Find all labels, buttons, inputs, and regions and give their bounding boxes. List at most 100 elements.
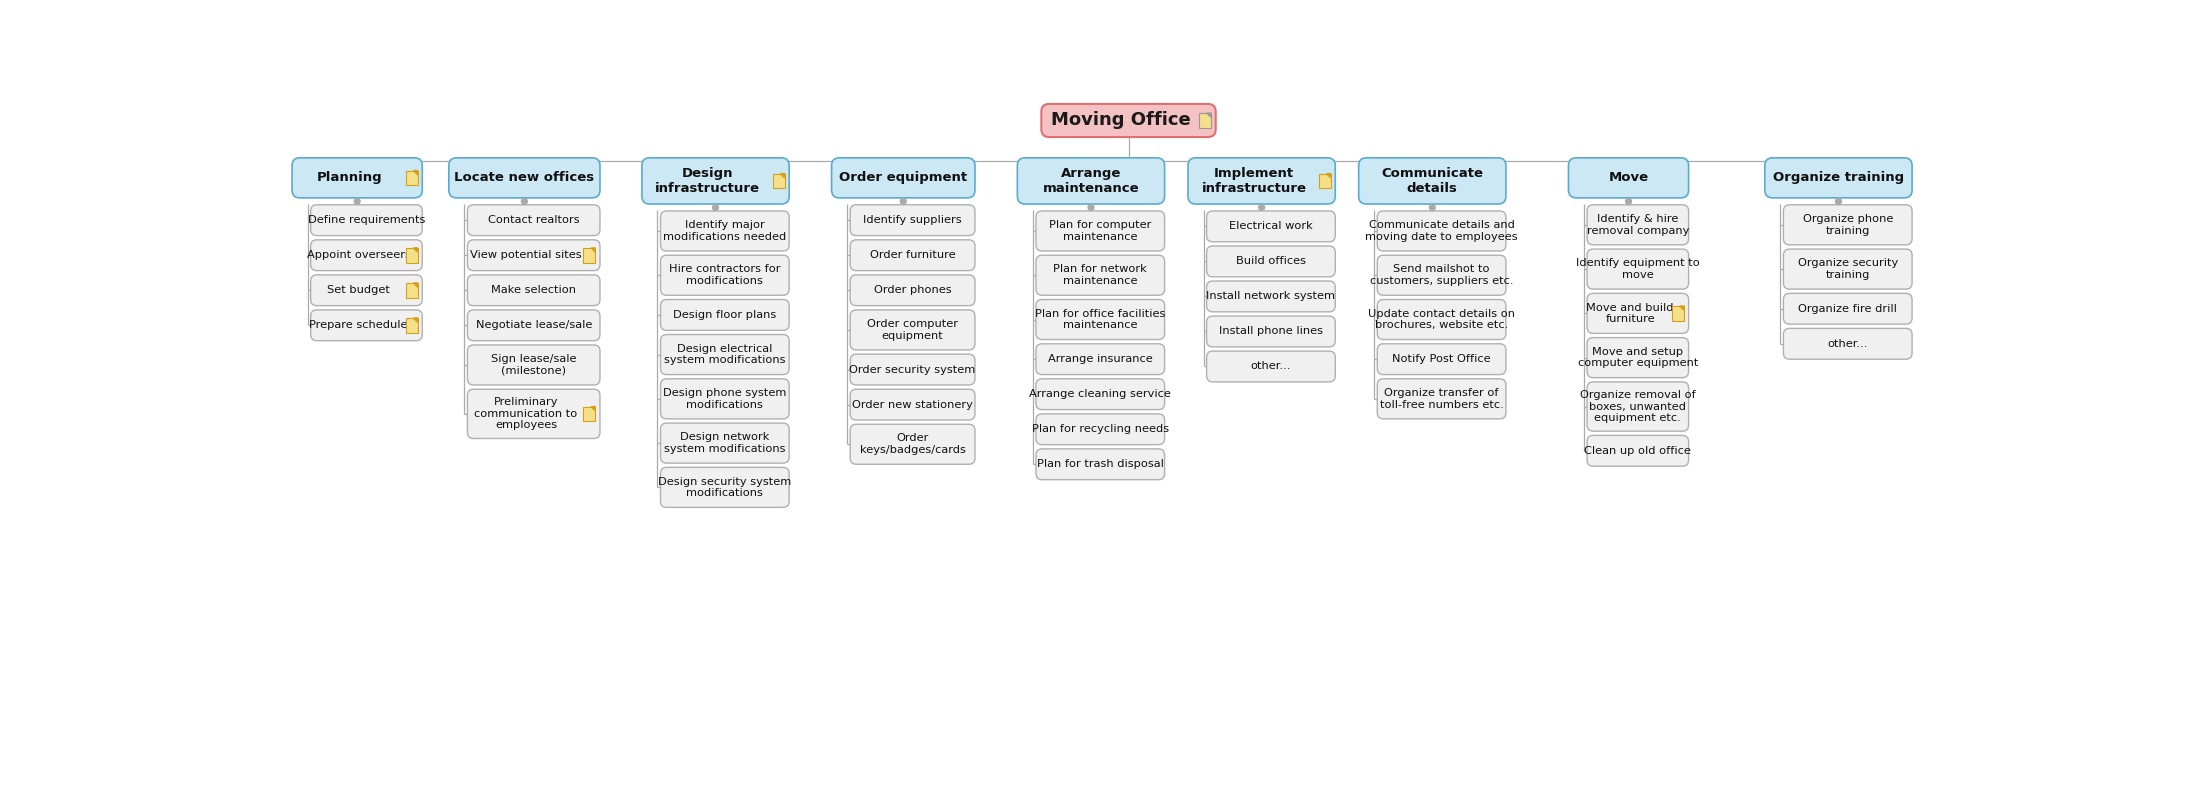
- Text: Locate new offices: Locate new offices: [454, 171, 595, 185]
- Text: Moving Office: Moving Office: [1050, 111, 1191, 129]
- Polygon shape: [414, 283, 418, 287]
- FancyBboxPatch shape: [584, 248, 595, 263]
- Text: Order security system: Order security system: [850, 365, 975, 375]
- Text: Communicate
details: Communicate details: [1381, 167, 1484, 195]
- Text: Identify & hire
removal company: Identify & hire removal company: [1588, 214, 1689, 236]
- Circle shape: [1260, 204, 1264, 211]
- Text: Contact realtors: Contact realtors: [489, 215, 579, 225]
- Text: Plan for recycling needs: Plan for recycling needs: [1033, 424, 1169, 434]
- FancyBboxPatch shape: [1017, 158, 1165, 204]
- Text: Negotiate lease/sale: Negotiate lease/sale: [476, 320, 592, 331]
- Text: Send mailshot to
customers, suppliers etc.: Send mailshot to customers, suppliers et…: [1370, 264, 1513, 286]
- Circle shape: [1429, 204, 1436, 211]
- FancyBboxPatch shape: [1035, 344, 1165, 375]
- Text: Organize transfer of
toll-free numbers etc.: Organize transfer of toll-free numbers e…: [1381, 388, 1504, 409]
- FancyBboxPatch shape: [1319, 174, 1330, 189]
- Text: Update contact details on
brochures, website etc.: Update contact details on brochures, web…: [1367, 308, 1515, 331]
- Text: Move and build
furniture: Move and build furniture: [1585, 302, 1674, 324]
- FancyBboxPatch shape: [405, 318, 418, 333]
- Text: Move: Move: [1607, 171, 1649, 185]
- Text: Order furniture: Order furniture: [870, 250, 956, 260]
- FancyBboxPatch shape: [661, 335, 788, 375]
- FancyBboxPatch shape: [1359, 158, 1506, 204]
- Text: Design
infrastructure: Design infrastructure: [656, 167, 760, 195]
- FancyBboxPatch shape: [1207, 351, 1334, 382]
- Circle shape: [355, 198, 361, 204]
- Circle shape: [713, 204, 718, 211]
- Polygon shape: [414, 248, 418, 252]
- FancyBboxPatch shape: [643, 158, 788, 204]
- FancyBboxPatch shape: [1376, 379, 1506, 419]
- Polygon shape: [590, 248, 595, 252]
- Polygon shape: [780, 174, 784, 178]
- FancyBboxPatch shape: [1207, 316, 1334, 347]
- Circle shape: [1836, 198, 1841, 204]
- Text: Organize training: Organize training: [1773, 171, 1905, 185]
- Text: Planning: Planning: [317, 171, 383, 185]
- Circle shape: [901, 198, 907, 204]
- Text: Design floor plans: Design floor plans: [674, 310, 777, 320]
- Polygon shape: [1680, 306, 1685, 310]
- FancyBboxPatch shape: [1671, 306, 1685, 320]
- FancyBboxPatch shape: [405, 170, 418, 185]
- Text: Plan for computer
maintenance: Plan for computer maintenance: [1048, 220, 1152, 241]
- Text: Design electrical
system modifications: Design electrical system modifications: [665, 344, 786, 365]
- Circle shape: [522, 198, 526, 204]
- FancyBboxPatch shape: [850, 205, 975, 236]
- FancyBboxPatch shape: [449, 158, 599, 198]
- Text: Design phone system
modifications: Design phone system modifications: [663, 388, 786, 409]
- FancyBboxPatch shape: [661, 379, 788, 419]
- Text: Prepare schedule: Prepare schedule: [310, 320, 407, 331]
- Text: Identify suppliers: Identify suppliers: [863, 215, 962, 225]
- FancyBboxPatch shape: [1200, 113, 1211, 128]
- FancyBboxPatch shape: [293, 158, 423, 198]
- FancyBboxPatch shape: [1035, 414, 1165, 445]
- FancyBboxPatch shape: [850, 310, 975, 350]
- Text: Install network system: Install network system: [1207, 291, 1334, 301]
- FancyBboxPatch shape: [661, 300, 788, 331]
- Text: Make selection: Make selection: [491, 286, 577, 295]
- FancyBboxPatch shape: [1588, 382, 1689, 431]
- Text: Sign lease/sale
(milestone): Sign lease/sale (milestone): [491, 354, 577, 376]
- FancyBboxPatch shape: [467, 205, 599, 236]
- FancyBboxPatch shape: [1588, 249, 1689, 289]
- Text: Move and setup
computer equipment: Move and setup computer equipment: [1577, 347, 1698, 368]
- FancyBboxPatch shape: [1035, 379, 1165, 409]
- FancyBboxPatch shape: [310, 205, 423, 236]
- Text: Arrange cleaning service: Arrange cleaning service: [1028, 389, 1171, 399]
- FancyBboxPatch shape: [850, 389, 975, 420]
- FancyBboxPatch shape: [1588, 205, 1689, 245]
- FancyBboxPatch shape: [584, 406, 595, 421]
- Text: Order phones: Order phones: [874, 286, 951, 295]
- FancyBboxPatch shape: [467, 345, 599, 385]
- FancyBboxPatch shape: [1207, 246, 1334, 277]
- FancyBboxPatch shape: [467, 310, 599, 341]
- Text: Implement
infrastructure: Implement infrastructure: [1202, 167, 1306, 195]
- Text: Arrange
maintenance: Arrange maintenance: [1044, 167, 1138, 195]
- Text: Organize removal of
boxes, unwanted
equipment etc.: Organize removal of boxes, unwanted equi…: [1581, 390, 1696, 423]
- FancyBboxPatch shape: [850, 424, 975, 464]
- FancyBboxPatch shape: [405, 283, 418, 297]
- FancyBboxPatch shape: [1189, 158, 1334, 204]
- Text: Organize security
training: Organize security training: [1797, 258, 1898, 280]
- Text: Preliminary
communication to
employees: Preliminary communication to employees: [473, 397, 577, 431]
- Polygon shape: [590, 406, 595, 411]
- Text: Communicate details and
moving date to employees: Communicate details and moving date to e…: [1365, 220, 1517, 241]
- Text: Set budget: Set budget: [328, 286, 390, 295]
- FancyBboxPatch shape: [832, 158, 975, 198]
- Polygon shape: [1326, 174, 1330, 178]
- FancyBboxPatch shape: [1588, 338, 1689, 378]
- FancyBboxPatch shape: [850, 275, 975, 305]
- FancyBboxPatch shape: [310, 275, 423, 305]
- Text: View potential sites: View potential sites: [471, 250, 581, 260]
- Text: Define requirements: Define requirements: [308, 215, 425, 225]
- FancyBboxPatch shape: [850, 354, 975, 385]
- Text: Order computer
equipment: Order computer equipment: [868, 319, 958, 341]
- FancyBboxPatch shape: [467, 240, 599, 271]
- Polygon shape: [414, 318, 418, 322]
- Text: Plan for trash disposal: Plan for trash disposal: [1037, 459, 1163, 469]
- Text: Design security system
modifications: Design security system modifications: [658, 477, 791, 498]
- Text: Electrical work: Electrical work: [1229, 222, 1312, 231]
- Text: Plan for office facilities
maintenance: Plan for office facilities maintenance: [1035, 308, 1165, 331]
- FancyBboxPatch shape: [310, 240, 423, 271]
